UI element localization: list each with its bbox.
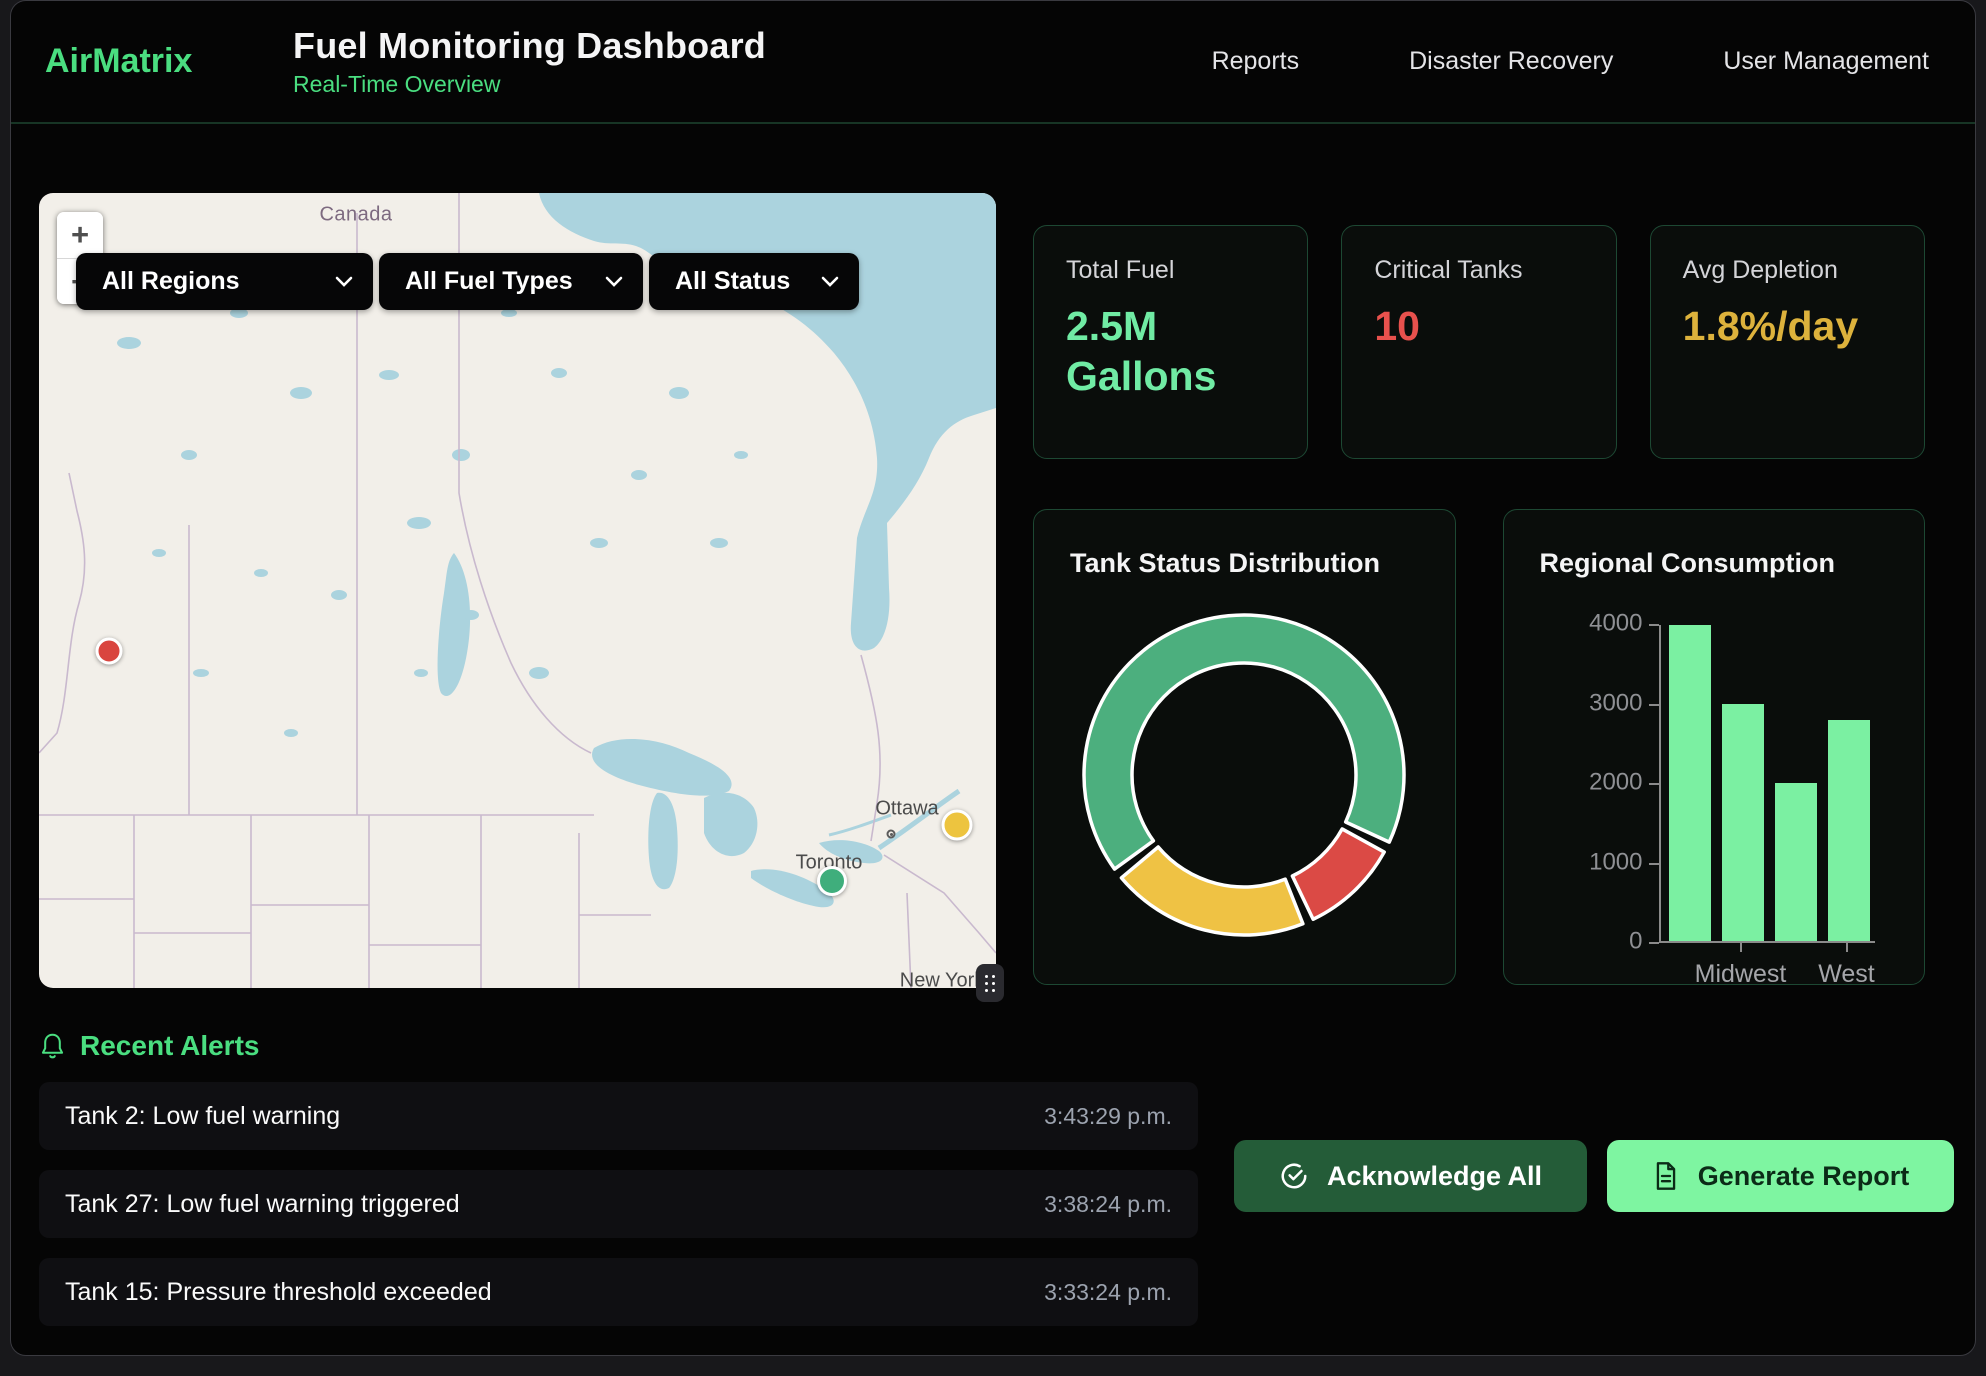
map-label-new-york: New York — [900, 970, 985, 989]
stat-value-total-fuel: 2.5M Gallons — [1066, 301, 1241, 401]
generate-report-label: Generate Report — [1698, 1161, 1910, 1192]
donut-chart — [1074, 605, 1414, 945]
stat-label: Avg Depletion — [1683, 256, 1892, 285]
warning-tank-marker[interactable] — [942, 810, 973, 841]
check-circle-icon — [1279, 1161, 1309, 1191]
nav-item-user-management[interactable]: User Management — [1723, 47, 1929, 76]
alert-timestamp: 3:33:24 p.m. — [1044, 1279, 1172, 1306]
status-filter-label: All Status — [675, 267, 790, 296]
chart-title: Regional Consumption — [1540, 548, 1889, 579]
alert-timestamp: 3:38:24 p.m. — [1044, 1191, 1172, 1218]
alert-actions: Acknowledge All Generate Report — [1234, 1140, 1954, 1212]
charts-row: Tank Status Distribution Regional Consum… — [1033, 509, 1925, 985]
alert-timestamp: 3:43:29 p.m. — [1044, 1103, 1172, 1130]
regional-consumption-chart-card: Regional Consumption 4000 3000 2000 1000… — [1503, 509, 1926, 985]
y-tick-label: 2000 — [1589, 769, 1642, 797]
bar-chart-x-axis: Midwest West — [1659, 943, 1875, 985]
brand-logo: AirMatrix — [45, 42, 293, 81]
normal-tank-marker[interactable] — [817, 866, 847, 896]
acknowledge-all-label: Acknowledge All — [1327, 1161, 1542, 1192]
chevron-down-icon — [821, 276, 839, 288]
stats-row: Total Fuel 2.5M Gallons Critical Tanks 1… — [1033, 225, 1925, 459]
tank-status-chart-card: Tank Status Distribution — [1033, 509, 1456, 985]
acknowledge-all-button[interactable]: Acknowledge All — [1234, 1140, 1587, 1212]
main-nav: Reports Disaster Recovery User Managemen… — [1212, 47, 1929, 76]
region-filter-label: All Regions — [102, 267, 240, 296]
map-filter-bar: All Regions All Fuel Types All Status — [76, 253, 859, 310]
zoom-in-button[interactable]: + — [57, 212, 103, 258]
fuel-map[interactable]: Canada Ottawa Toronto New York + − All R… — [39, 193, 996, 988]
alert-row[interactable]: Tank 2: Low fuel warning 3:43:29 p.m. — [39, 1082, 1198, 1150]
bar-region-west — [1828, 720, 1870, 941]
page-title: Fuel Monitoring Dashboard — [293, 25, 766, 67]
stat-value-critical-tanks: 10 — [1374, 301, 1549, 351]
stat-label: Total Fuel — [1066, 256, 1275, 285]
alert-message: Tank 2: Low fuel warning — [65, 1102, 340, 1131]
alert-message: Tank 27: Low fuel warning triggered — [65, 1190, 460, 1219]
chevron-down-icon — [335, 276, 353, 288]
generate-report-button[interactable]: Generate Report — [1607, 1140, 1954, 1212]
title-block: Fuel Monitoring Dashboard Real-Time Over… — [293, 25, 766, 98]
bar-chart: 4000 3000 2000 1000 0 — [1540, 625, 1889, 985]
map-wrapper: Canada Ottawa Toronto New York + − All R… — [39, 193, 996, 988]
bar-region-midwest — [1722, 704, 1764, 941]
fuel-type-filter-dropdown[interactable]: All Fuel Types — [379, 253, 643, 310]
chevron-down-icon — [605, 276, 623, 288]
bar-chart-y-axis: 4000 3000 2000 1000 0 — [1540, 625, 1659, 943]
chart-title: Tank Status Distribution — [1070, 548, 1419, 579]
bar-region-1 — [1669, 625, 1711, 941]
y-tick-label: 4000 — [1589, 610, 1642, 638]
alert-row[interactable]: Tank 27: Low fuel warning triggered 3:38… — [39, 1170, 1198, 1238]
stat-card-total-fuel: Total Fuel 2.5M Gallons — [1033, 225, 1308, 459]
document-icon — [1652, 1161, 1680, 1191]
bar-region-3 — [1775, 783, 1817, 941]
stat-label: Critical Tanks — [1374, 256, 1583, 285]
alert-message: Tank 15: Pressure threshold exceeded — [65, 1278, 492, 1307]
recent-alerts-section: Recent Alerts Tank 2: Low fuel warning 3… — [11, 1000, 1975, 1326]
status-filter-dropdown[interactable]: All Status — [649, 253, 859, 310]
region-filter-dropdown[interactable]: All Regions — [76, 253, 373, 310]
stat-value-avg-depletion: 1.8%/day — [1683, 301, 1813, 351]
dashboard-root: AirMatrix Fuel Monitoring Dashboard Real… — [10, 0, 1976, 1356]
header: AirMatrix Fuel Monitoring Dashboard Real… — [11, 1, 1975, 124]
stat-card-avg-depletion: Avg Depletion 1.8%/day — [1650, 225, 1925, 459]
alerts-heading-row: Recent Alerts — [39, 1030, 1947, 1062]
nav-item-disaster-recovery[interactable]: Disaster Recovery — [1409, 47, 1613, 76]
y-tick-label: 3000 — [1589, 689, 1642, 717]
critical-tank-marker[interactable] — [96, 638, 123, 665]
alerts-heading: Recent Alerts — [80, 1030, 259, 1062]
bar-chart-plot: Midwest West — [1659, 625, 1875, 985]
map-label-canada: Canada — [319, 204, 392, 227]
stat-card-critical-tanks: Critical Tanks 10 — [1341, 225, 1616, 459]
map-label-ottawa: Ottawa — [875, 798, 938, 821]
nav-item-reports[interactable]: Reports — [1212, 47, 1300, 76]
bell-icon — [39, 1031, 66, 1061]
map-resize-handle[interactable] — [976, 964, 1004, 1002]
page-subtitle: Real-Time Overview — [293, 71, 766, 98]
y-tick-label: 0 — [1629, 928, 1642, 956]
ottawa-city-dot — [887, 830, 896, 839]
right-column: Total Fuel 2.5M Gallons Critical Tanks 1… — [1033, 193, 1925, 988]
fuel-type-filter-label: All Fuel Types — [405, 267, 573, 296]
main-content: Canada Ottawa Toronto New York + − All R… — [11, 124, 1975, 988]
alert-row[interactable]: Tank 15: Pressure threshold exceeded 3:3… — [39, 1258, 1198, 1326]
y-tick-label: 1000 — [1589, 848, 1642, 876]
x-tick-label-west: West — [1818, 960, 1875, 985]
